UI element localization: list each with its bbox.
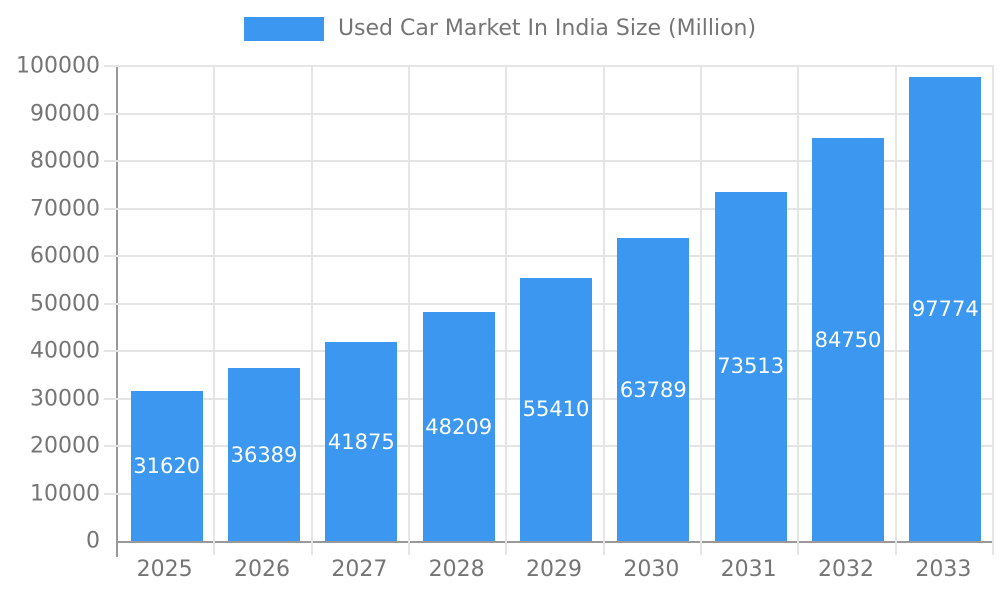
y-axis-tick-label: 90000 [30,101,100,126]
y-axis-labels: 100000 90000 80000 70000 60000 50000 40000 3000… [0,54,100,554]
x-axis-category-label: 2030 [623,557,680,582]
gridline-v [310,66,313,555]
bar-value-label: 63789 [619,377,687,402]
gridline-h [104,65,994,67]
x-axis-category-label: 2032 [818,557,874,582]
bar-2029[interactable]: 55410 [520,277,592,541]
bar-2027[interactable]: 41875 [325,342,398,541]
y-axis-tick-label: 40000 [30,338,100,364]
bar-value-label: 73513 [717,354,785,379]
bar-2032[interactable]: 84750 [812,138,884,541]
gridline-h [104,112,994,115]
gridline-v [894,66,897,555]
y-axis-tick-label: 20000 [30,433,100,459]
y-axis-tick-label: 70000 [30,196,100,221]
y-axis-tick-extension [116,541,118,557]
x-axis-category-label: 2027 [331,557,388,582]
gridline-v [213,66,216,555]
bar-value-label: 48209 [425,414,493,439]
bar-value-label: 41875 [327,429,395,454]
x-axis-category-label: 2025 [136,557,193,582]
bar-value-label: 97774 [911,296,979,321]
gridline-v [408,66,410,555]
y-axis-tick-label: 10000 [30,481,100,506]
y-axis-tick-label: 50000 [30,291,100,316]
legend: Used Car Market In India Size (Million) [0,16,1000,41]
x-axis-category-label: 2029 [526,557,582,582]
x-axis-category-label: 2028 [428,557,485,582]
bar-2033[interactable]: 97774 [909,76,982,541]
bar-value-label: 31620 [133,453,201,478]
bar-2026[interactable]: 36389 [228,368,300,541]
bar-2025[interactable]: 31620 [130,390,203,541]
gridline-v [505,66,508,555]
gridline-v [602,66,605,555]
y-axis-tick-label: 100000 [16,53,100,79]
y-axis-tick-label: 0 [86,528,100,554]
y-axis-tick-label: 30000 [30,386,100,411]
bar-2031[interactable]: 73513 [714,191,787,541]
gridline-h [104,207,994,210]
bar-value-label: 36389 [230,442,298,467]
gridline-h [104,255,994,257]
bar-value-label: 84750 [814,327,882,352]
legend-label: Used Car Market In India Size (Million) [337,16,757,41]
x-axis-category-label: 2031 [720,557,777,582]
bar-value-label: 55410 [522,397,590,422]
gridline-v [992,66,994,555]
y-axis-tick-label: 80000 [30,148,100,174]
x-axis-category-label: 2026 [234,557,290,582]
gridline-v [700,66,702,555]
y-axis-tick-label: 60000 [30,243,100,269]
legend-item[interactable]: Used Car Market In India Size (Million) [243,16,757,41]
bar-2028[interactable]: 48209 [422,312,495,541]
gridline-h [104,160,994,162]
plot-area: 31620 36389 41875 48209 55410 63789 73513 84750… [104,65,994,557]
legend-color-swatch [243,16,324,41]
bar-2030[interactable]: 63789 [617,238,690,541]
x-axis-category-label: 2033 [915,557,972,582]
x-axis-labels: 2025 2026 2027 2028 2029 2030 2031 2032 2033 [116,557,992,589]
gridline-v [797,66,800,555]
